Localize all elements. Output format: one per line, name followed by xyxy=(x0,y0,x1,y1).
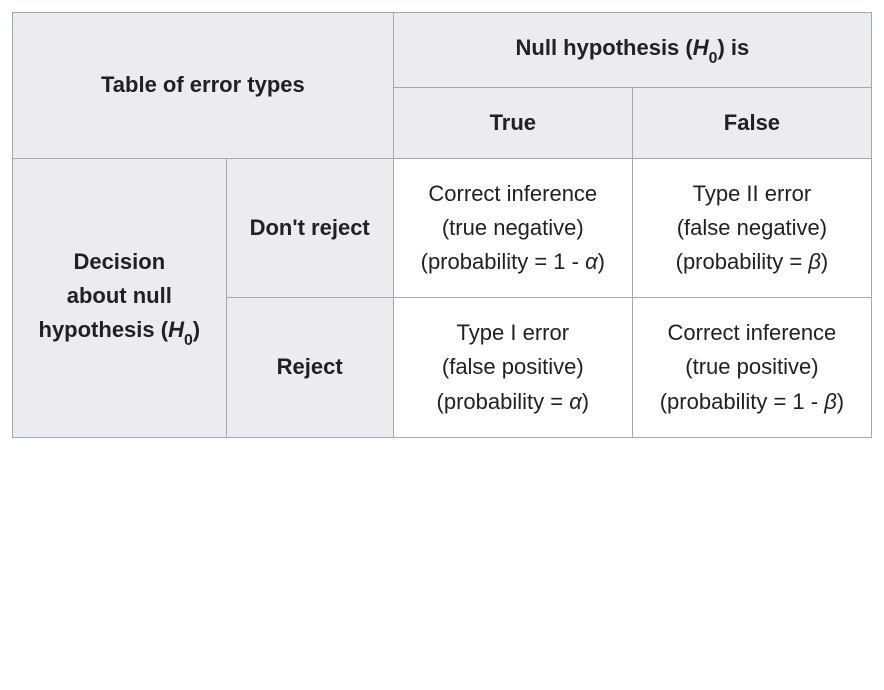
col-super-header: Null hypothesis (H0) is xyxy=(393,13,871,88)
cell-line: (probability = β) xyxy=(647,245,857,279)
prob-symbol: α xyxy=(585,249,598,274)
cell-line: Correct inference xyxy=(408,177,618,211)
col-super-header-suffix: ) is xyxy=(717,35,749,60)
cell-line: (probability = α) xyxy=(408,385,618,419)
prob-prefix: (probability = xyxy=(437,389,570,414)
row-super-header: Decision about null hypothesis (H0) xyxy=(13,159,227,438)
prob-suffix: ) xyxy=(598,249,605,274)
cell-line: Correct inference xyxy=(647,316,857,350)
cell-line: (false negative) xyxy=(647,211,857,245)
cell-line: (false positive) xyxy=(408,350,618,384)
cell-line: (probability = 1 - α) xyxy=(408,245,618,279)
col-header-false: False xyxy=(632,87,871,158)
table-title: Table of error types xyxy=(101,72,305,97)
prob-prefix: (probability = xyxy=(676,249,809,274)
row-super-header-line2: about null xyxy=(27,279,212,313)
row-super-header-sub: 0 xyxy=(184,332,193,349)
cell-line: (true positive) xyxy=(647,350,857,384)
col-super-header-sub: 0 xyxy=(709,50,718,67)
prob-suffix: ) xyxy=(837,389,844,414)
prob-symbol: α xyxy=(569,389,582,414)
row-super-header-sym: H xyxy=(168,317,184,342)
row-header-reject: Reject xyxy=(226,298,393,437)
col-super-header-sym: H xyxy=(693,35,709,60)
table-row: Decision about null hypothesis (H0) Don'… xyxy=(13,159,872,298)
row-super-header-suffix: ) xyxy=(193,317,200,342)
cell-dont-reject-false: Type II error (false negative) (probabil… xyxy=(632,159,871,298)
cell-line: Type II error xyxy=(647,177,857,211)
row-super-header-line1: Decision xyxy=(27,245,212,279)
prob-prefix: (probability = 1 - xyxy=(660,389,824,414)
prob-suffix: ) xyxy=(582,389,589,414)
table-row: Table of error types Null hypothesis (H0… xyxy=(13,13,872,88)
cell-line: (probability = 1 - β) xyxy=(647,385,857,419)
error-types-table: Table of error types Null hypothesis (H0… xyxy=(12,12,872,438)
prob-prefix: (probability = 1 - xyxy=(421,249,585,274)
cell-line: (true negative) xyxy=(408,211,618,245)
cell-line: Type I error xyxy=(408,316,618,350)
row-header-dont-reject: Don't reject xyxy=(226,159,393,298)
cell-reject-true: Type I error (false positive) (probabili… xyxy=(393,298,632,437)
cell-dont-reject-true: Correct inference (true negative) (proba… xyxy=(393,159,632,298)
cell-reject-false: Correct inference (true positive) (proba… xyxy=(632,298,871,437)
table-title-cell: Table of error types xyxy=(13,13,394,159)
prob-symbol: β xyxy=(824,389,837,414)
prob-suffix: ) xyxy=(821,249,828,274)
col-super-header-prefix: Null hypothesis ( xyxy=(516,35,693,60)
row-super-header-prefix: hypothesis ( xyxy=(39,317,169,342)
row-super-header-line3: hypothesis (H0) xyxy=(27,313,212,351)
prob-symbol: β xyxy=(808,249,821,274)
col-header-true: True xyxy=(393,87,632,158)
